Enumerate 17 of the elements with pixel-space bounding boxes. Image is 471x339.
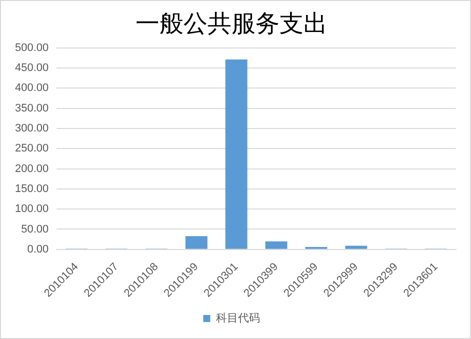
bar xyxy=(345,246,368,249)
chart-title: 一般公共服务支出 xyxy=(136,10,328,38)
bar xyxy=(265,241,288,249)
y-tick-label: 50.00 xyxy=(21,223,49,236)
bar xyxy=(185,236,208,249)
y-tick-label: 450.00 xyxy=(14,62,49,74)
y-tick-label: 300.00 xyxy=(14,122,49,134)
bar xyxy=(225,59,248,249)
y-tick-label: 400.00 xyxy=(14,82,49,94)
y-tick-label: 100.00 xyxy=(14,203,49,216)
y-tick-label: 250.00 xyxy=(14,142,49,155)
legend-label: 科目代码 xyxy=(216,311,260,324)
y-tick-label: 0.00 xyxy=(27,243,49,256)
y-tick-label: 350.00 xyxy=(14,102,49,114)
y-tick-label: 200.00 xyxy=(14,162,49,175)
y-tick-label: 500.00 xyxy=(14,42,49,54)
y-tick-label: 150.00 xyxy=(14,182,49,195)
